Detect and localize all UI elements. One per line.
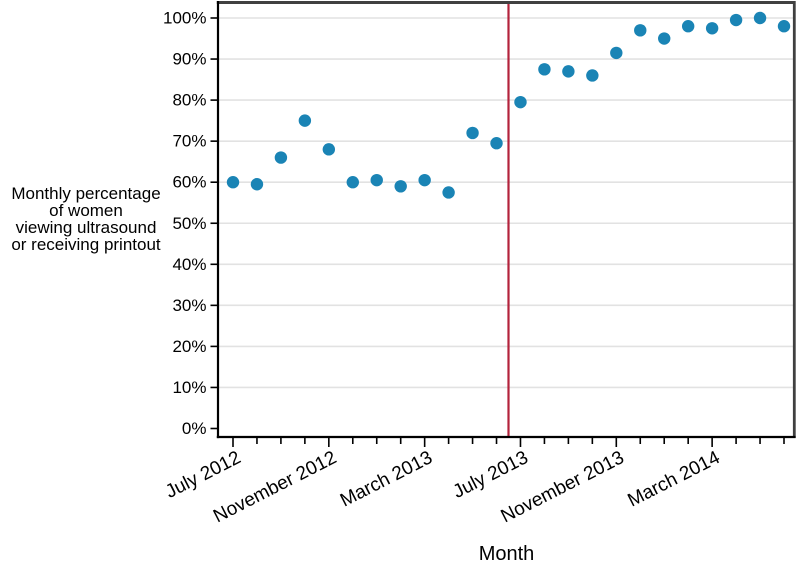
data-point bbox=[634, 24, 647, 37]
y-tick-label: 80% bbox=[172, 91, 206, 110]
y-axis-title-line: or receiving printout bbox=[11, 235, 161, 254]
y-axis-title-line: of women bbox=[49, 201, 123, 220]
y-axis-title: Monthly percentage of women viewing ultr… bbox=[0, 185, 172, 253]
x-tick-label: March 2014 bbox=[624, 447, 723, 511]
data-point bbox=[729, 13, 743, 27]
data-point bbox=[586, 69, 599, 82]
y-axis-title-line: Monthly percentage bbox=[11, 184, 161, 203]
x-tick-label: March 2013 bbox=[337, 447, 436, 511]
data-point bbox=[226, 176, 240, 189]
y-tick-label: 0% bbox=[182, 419, 207, 438]
y-tick-label: 30% bbox=[172, 296, 206, 315]
data-point bbox=[442, 186, 455, 199]
data-point bbox=[538, 63, 551, 76]
y-tick-label: 10% bbox=[172, 378, 206, 397]
data-point bbox=[322, 143, 336, 156]
data-point bbox=[250, 178, 264, 191]
x-tick-label: July 2012 bbox=[162, 447, 244, 503]
x-axis-title: Month bbox=[478, 543, 535, 565]
data-point bbox=[610, 46, 623, 60]
y-tick-label: 20% bbox=[172, 337, 206, 356]
data-point bbox=[753, 11, 767, 25]
data-point bbox=[394, 180, 407, 193]
data-point bbox=[490, 137, 503, 150]
y-tick-label: 90% bbox=[172, 50, 206, 69]
data-point bbox=[346, 176, 359, 189]
data-point bbox=[705, 22, 719, 35]
data-point bbox=[562, 65, 575, 78]
y-tick-label: 70% bbox=[172, 132, 206, 151]
data-point bbox=[658, 32, 671, 45]
y-tick-label: 100% bbox=[163, 9, 206, 28]
data-point bbox=[681, 20, 695, 33]
x-tick-label: July 2013 bbox=[450, 447, 532, 503]
data-point bbox=[777, 20, 791, 33]
data-point bbox=[370, 173, 383, 187]
y-axis-title-line: viewing ultrasound bbox=[15, 218, 157, 237]
y-tick-label: 60% bbox=[172, 173, 206, 192]
data-point bbox=[466, 126, 479, 140]
data-point bbox=[298, 114, 312, 127]
data-point bbox=[514, 95, 527, 109]
y-tick-label: 40% bbox=[172, 255, 206, 274]
y-tick-label: 50% bbox=[172, 214, 206, 233]
data-point bbox=[274, 151, 288, 164]
data-point bbox=[418, 173, 431, 187]
